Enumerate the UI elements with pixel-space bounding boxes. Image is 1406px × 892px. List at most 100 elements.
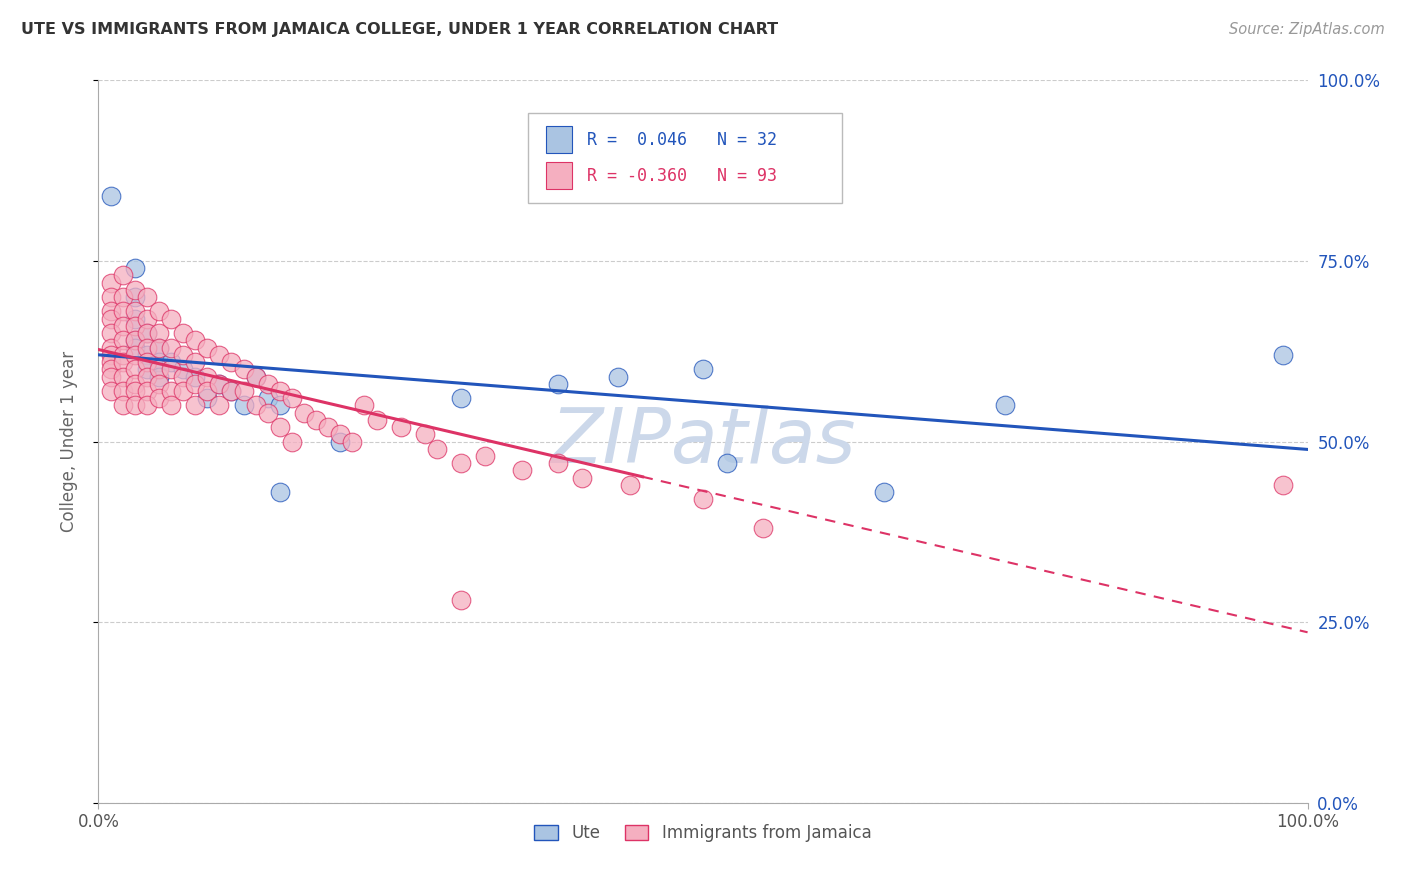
Point bbox=[184, 376, 207, 391]
Point bbox=[256, 406, 278, 420]
Point bbox=[256, 376, 278, 391]
Point bbox=[111, 398, 134, 412]
Point bbox=[195, 369, 218, 384]
Point bbox=[184, 334, 207, 348]
Point bbox=[124, 341, 146, 355]
Point bbox=[172, 326, 194, 340]
Point bbox=[124, 362, 146, 376]
Point bbox=[221, 355, 243, 369]
Point bbox=[135, 362, 157, 376]
Point bbox=[111, 348, 134, 362]
Point bbox=[692, 492, 714, 507]
Point bbox=[474, 449, 496, 463]
Point bbox=[208, 348, 231, 362]
Point bbox=[281, 391, 304, 405]
Point bbox=[245, 398, 267, 412]
Point bbox=[172, 384, 194, 398]
Point bbox=[124, 334, 146, 348]
FancyBboxPatch shape bbox=[527, 112, 842, 203]
Point bbox=[232, 398, 254, 412]
Text: UTE VS IMMIGRANTS FROM JAMAICA COLLEGE, UNDER 1 YEAR CORRELATION CHART: UTE VS IMMIGRANTS FROM JAMAICA COLLEGE, … bbox=[21, 22, 778, 37]
Point bbox=[413, 427, 436, 442]
Point bbox=[135, 341, 157, 355]
Point bbox=[148, 326, 170, 340]
Point bbox=[124, 334, 146, 348]
Point bbox=[100, 276, 122, 290]
Point bbox=[124, 290, 146, 304]
Point bbox=[208, 376, 231, 391]
Point bbox=[135, 369, 157, 384]
Point bbox=[1272, 478, 1295, 492]
Point bbox=[510, 463, 533, 477]
Point bbox=[195, 341, 218, 355]
Point bbox=[619, 478, 641, 492]
Point bbox=[208, 398, 231, 412]
Point bbox=[256, 391, 278, 405]
Point bbox=[752, 521, 775, 535]
Point bbox=[269, 398, 291, 412]
Point bbox=[232, 362, 254, 376]
Point bbox=[450, 593, 472, 607]
Point bbox=[148, 376, 170, 391]
Point bbox=[100, 341, 122, 355]
Point bbox=[148, 341, 170, 355]
Point bbox=[124, 376, 146, 391]
Point bbox=[111, 290, 134, 304]
Point bbox=[305, 413, 328, 427]
Point bbox=[148, 362, 170, 376]
Point bbox=[111, 268, 134, 283]
Point bbox=[111, 334, 134, 348]
Point bbox=[100, 326, 122, 340]
Point bbox=[148, 341, 170, 355]
Y-axis label: College, Under 1 year: College, Under 1 year bbox=[59, 351, 77, 533]
Point bbox=[195, 384, 218, 398]
Point bbox=[111, 318, 134, 333]
Bar bbox=[546, 126, 572, 153]
Text: Source: ZipAtlas.com: Source: ZipAtlas.com bbox=[1229, 22, 1385, 37]
Point bbox=[135, 326, 157, 340]
Point bbox=[366, 413, 388, 427]
Point bbox=[135, 290, 157, 304]
Point bbox=[184, 355, 207, 369]
Point bbox=[316, 420, 339, 434]
Point bbox=[353, 398, 375, 412]
Point bbox=[111, 304, 134, 318]
Point bbox=[100, 369, 122, 384]
Point bbox=[716, 456, 738, 470]
Point bbox=[329, 427, 352, 442]
Point bbox=[281, 434, 304, 449]
Point bbox=[160, 384, 183, 398]
Point bbox=[184, 369, 207, 384]
Point bbox=[135, 326, 157, 340]
Point bbox=[100, 348, 122, 362]
Point bbox=[195, 391, 218, 405]
Point bbox=[148, 304, 170, 318]
Point bbox=[172, 369, 194, 384]
Point bbox=[571, 470, 593, 484]
Point bbox=[135, 311, 157, 326]
Point bbox=[329, 434, 352, 449]
Point bbox=[100, 355, 122, 369]
Point bbox=[269, 485, 291, 500]
Point bbox=[873, 485, 896, 500]
Point bbox=[160, 362, 183, 376]
Point bbox=[426, 442, 449, 456]
Point bbox=[124, 398, 146, 412]
Point bbox=[208, 376, 231, 391]
Point bbox=[160, 398, 183, 412]
Point bbox=[245, 369, 267, 384]
Point bbox=[160, 355, 183, 369]
Point bbox=[172, 362, 194, 376]
Text: R = -0.360   N = 93: R = -0.360 N = 93 bbox=[586, 167, 778, 185]
Point bbox=[148, 369, 170, 384]
Point bbox=[124, 348, 146, 362]
Point bbox=[100, 311, 122, 326]
Point bbox=[245, 369, 267, 384]
Legend: Ute, Immigrants from Jamaica: Ute, Immigrants from Jamaica bbox=[527, 817, 879, 848]
Point bbox=[342, 434, 364, 449]
Point bbox=[124, 384, 146, 398]
Point bbox=[450, 391, 472, 405]
Point bbox=[1272, 348, 1295, 362]
Point bbox=[100, 304, 122, 318]
Point bbox=[221, 384, 243, 398]
